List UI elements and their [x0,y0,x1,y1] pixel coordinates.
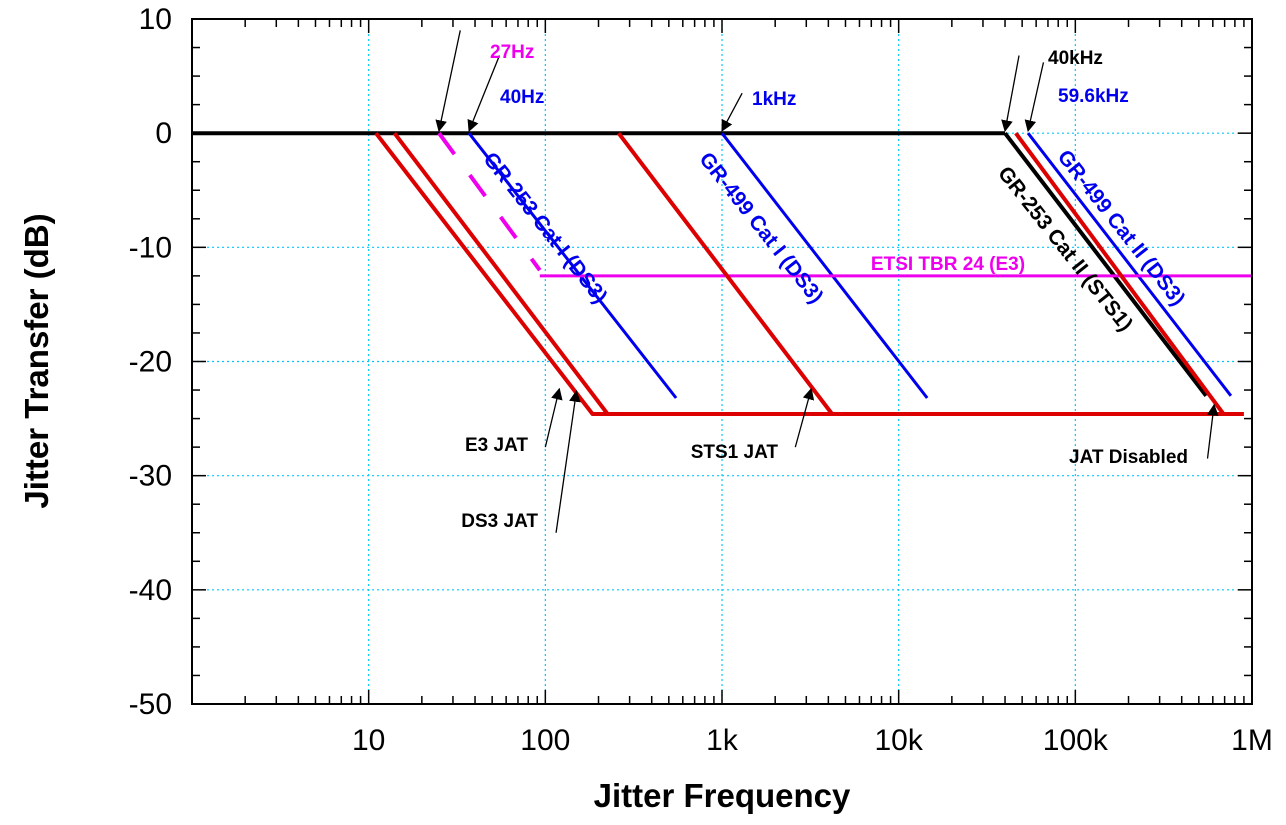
y-tick-label: -50 [129,688,172,721]
annotation-arrows [435,30,1219,533]
annotation-arrow [467,55,501,132]
annotation-59-6khz: 59.6kHz [1058,86,1129,107]
annotation-27hz: 27Hz [490,42,534,63]
annotation-labels: 27Hz 40Hz 1kHz 40kHz 59.6kHz E3 JAT DS3 JAT STS… [461,42,1189,532]
x-tick-label: 100 [520,724,570,757]
annotation-arrow [794,387,815,448]
x-tick-label: 10 [352,724,385,757]
curve-label-gr-253-cat-i-ds3: GR-253 Cat I (DS3) [479,148,612,308]
annotation-ds3-jat: DS3 JAT [461,511,538,532]
x-tick-label: 10k [874,724,923,757]
annotation-40hz: 40Hz [500,87,544,108]
x-tick-label: 1k [706,724,739,757]
series-line-gr-499-cat-i-ds3 [720,132,929,399]
y-tick-label: 0 [155,117,172,150]
x-axis-title: Jitter Frequency [594,777,851,814]
annotation-arrow [721,92,743,132]
y-tick-label: -10 [129,231,172,264]
curve-label-gr-499-cat-i-ds3: GR-499 Cat I (DS3) [695,148,828,308]
annotation-arrow [1024,62,1045,133]
annotation-etsi-tbr-24-e3: ETSI TBR 24 (E3) [871,254,1025,275]
series-line-gr-253-cat-i-ds3 [467,132,678,399]
annotation-arrow [544,387,563,448]
series-line-e3-jat [374,131,1244,416]
annotation-arrow [1206,403,1219,459]
annotation-40khz: 40kHz [1048,48,1103,69]
series-lines [192,131,1252,416]
series-line-sts1-jat [617,131,834,416]
annotation-e3-jat: E3 JAT [465,435,528,456]
y-tick-label: 10 [139,3,172,36]
plot-frame [191,18,1253,705]
y-tick-label: -40 [129,574,172,607]
grid-lines [192,19,1252,704]
series-line-gr-499-cat-ii-ds3 [1026,132,1233,397]
minor-ticks [192,18,1252,705]
curve-label-gr-253-cat-ii-sts1: GR-253 Cat II (STS1) [993,162,1137,336]
y-tick-label: -20 [129,346,172,379]
y-axis-title: Jitter Transfer (dB) [18,213,55,508]
x-tick-label: 100k [1043,724,1109,757]
annotation-1khz: 1kHz [752,89,796,110]
annotation-arrow [555,390,581,533]
series-line-gr-253-cat-ii-sts1 [1003,131,1208,398]
annotation-arrow [1001,55,1020,133]
annotation-arrow [435,30,461,133]
x-tick-label: 1M [1231,724,1273,757]
y-tick-label: -30 [129,460,172,493]
annotation-sts1-jat: STS1 JAT [691,442,779,463]
annotation-jat-disabled: JAT Disabled [1069,447,1188,468]
series-line-jat-disabled [1014,132,1226,416]
series-line-ds3-jat [392,131,610,416]
